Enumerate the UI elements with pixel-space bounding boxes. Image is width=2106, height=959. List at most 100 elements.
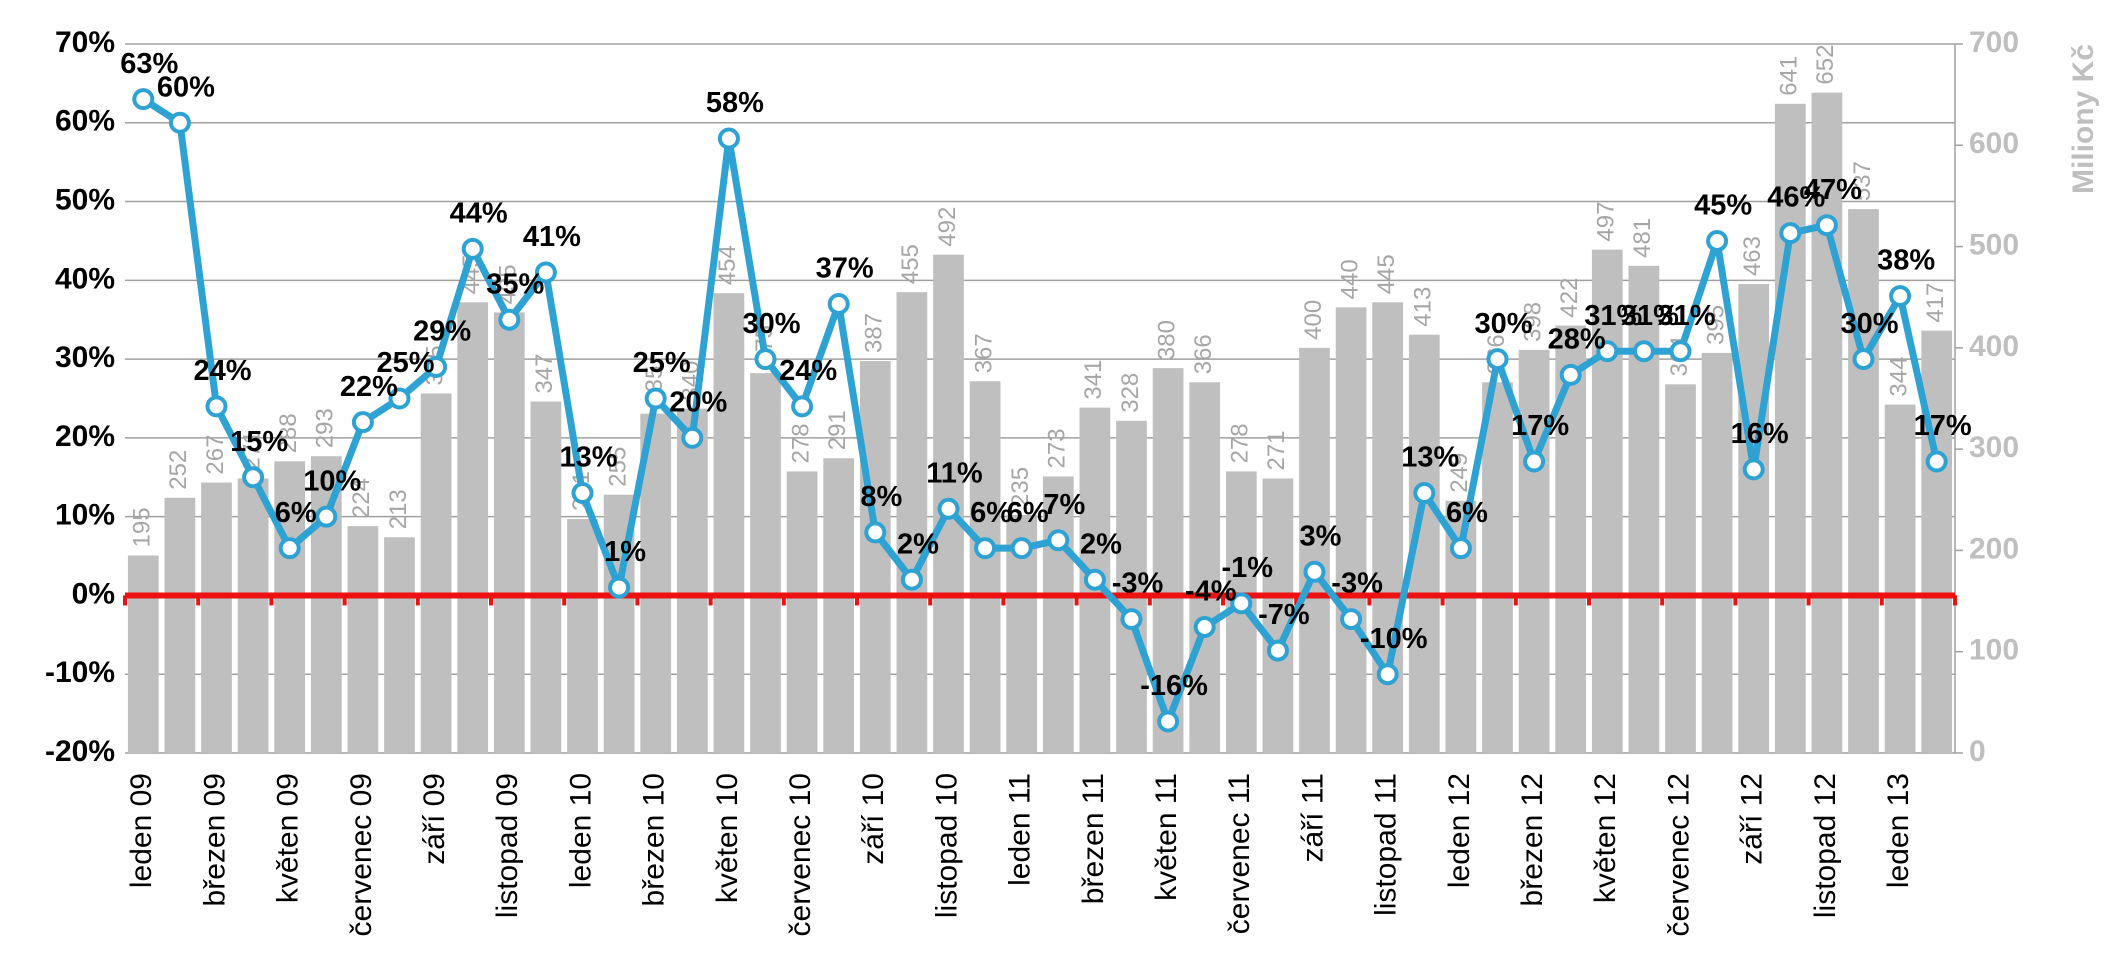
line-value-label: 47% bbox=[1804, 174, 1862, 206]
x-tick-label: červenec 09 bbox=[345, 773, 378, 936]
bar-value-label: 293 bbox=[312, 408, 339, 448]
line-value-label: 63% bbox=[120, 48, 178, 80]
line-value-label: 31% bbox=[1621, 300, 1679, 332]
line-marker bbox=[315, 505, 338, 528]
line-value-label: 24% bbox=[779, 355, 837, 387]
line-marker bbox=[1303, 560, 1326, 583]
x-tick-label: listopad 10 bbox=[930, 773, 963, 918]
x-tick-label: březen 11 bbox=[1077, 773, 1110, 904]
line-marker bbox=[1523, 450, 1546, 473]
y2-tick-label: 600 bbox=[1969, 127, 2019, 160]
line-marker bbox=[278, 537, 301, 560]
x-tick-label: březen 12 bbox=[1516, 773, 1549, 906]
line-marker bbox=[1815, 214, 1838, 237]
bar-value-label: 344 bbox=[1885, 357, 1912, 397]
x-tick-label: březen 09 bbox=[198, 773, 231, 906]
bar-value-label: 235 bbox=[1007, 467, 1034, 507]
x-tick-label: květen 09 bbox=[272, 773, 305, 903]
bar bbox=[384, 537, 415, 753]
bar bbox=[420, 393, 452, 753]
bar bbox=[859, 361, 891, 753]
bar bbox=[530, 401, 562, 753]
bar-value-label: 328 bbox=[1117, 373, 1144, 413]
bar bbox=[457, 302, 489, 753]
line-marker bbox=[791, 395, 814, 418]
line-marker bbox=[571, 482, 594, 505]
line-value-label: 13% bbox=[1401, 442, 1459, 474]
y2-tick-label: 400 bbox=[1969, 330, 2019, 363]
line-value-label: 22% bbox=[340, 371, 398, 403]
bar-value-label: 492 bbox=[934, 207, 961, 247]
x-tick-label: leden 09 bbox=[125, 773, 158, 888]
bar bbox=[1189, 382, 1221, 753]
line-marker bbox=[205, 395, 228, 418]
bar bbox=[567, 519, 598, 753]
line-marker bbox=[168, 111, 191, 134]
line-value-label: 6% bbox=[1007, 497, 1049, 529]
line-marker bbox=[1889, 285, 1912, 308]
bar-value-label: 288 bbox=[275, 413, 302, 453]
bar-value-label: 278 bbox=[1227, 423, 1254, 463]
line-marker bbox=[388, 387, 411, 410]
x-tick-label: červenec 10 bbox=[784, 773, 817, 936]
line-value-label: -4% bbox=[1185, 576, 1237, 608]
x-tick-label: září 11 bbox=[1296, 773, 1329, 863]
line-marker bbox=[132, 88, 155, 111]
line-marker bbox=[1083, 568, 1106, 591]
line-marker bbox=[1157, 710, 1180, 733]
y2-tick-label: 700 bbox=[1969, 26, 2019, 59]
bar-value-label: 255 bbox=[604, 447, 631, 487]
y-tick-label: 40% bbox=[55, 262, 115, 295]
bar bbox=[274, 461, 306, 753]
line-marker bbox=[974, 537, 997, 560]
bar bbox=[493, 312, 525, 753]
x-tick-label: březen 10 bbox=[638, 773, 671, 906]
x-tick-label: leden 12 bbox=[1443, 773, 1476, 888]
line-value-label: -10% bbox=[1360, 623, 1428, 655]
bar-value-label: 291 bbox=[824, 410, 851, 450]
y-tick-label: -20% bbox=[45, 735, 115, 768]
bar bbox=[1518, 349, 1550, 753]
bar bbox=[676, 408, 708, 753]
line-marker bbox=[425, 355, 448, 378]
line-marker bbox=[1925, 450, 1948, 473]
line-marker bbox=[461, 237, 484, 260]
bar-value-label: 195 bbox=[129, 507, 156, 547]
bar bbox=[1116, 420, 1147, 753]
bar bbox=[1701, 352, 1733, 753]
x-tick-label: červenec 12 bbox=[1662, 773, 1695, 936]
bar-value-label: 366 bbox=[1190, 334, 1217, 374]
line-marker bbox=[1047, 529, 1070, 552]
line-value-label: 10% bbox=[303, 465, 361, 497]
bar bbox=[1628, 265, 1660, 753]
line-value-label: 8% bbox=[860, 481, 902, 513]
bar bbox=[201, 482, 232, 753]
line-marker bbox=[1376, 663, 1399, 686]
y-tick-label: 0% bbox=[72, 577, 115, 610]
line-value-label: 15% bbox=[230, 426, 288, 458]
bar-value-label: 267 bbox=[202, 435, 229, 475]
line-marker bbox=[1266, 639, 1289, 662]
line-value-label: 31% bbox=[1584, 300, 1642, 332]
x-tick-label: květen 12 bbox=[1589, 773, 1622, 903]
line-marker bbox=[1779, 222, 1802, 245]
y-tick-label: 30% bbox=[55, 341, 115, 374]
bar bbox=[823, 458, 855, 753]
line-value-label: 28% bbox=[1548, 324, 1606, 356]
bar-value-label: 463 bbox=[1739, 236, 1766, 276]
line-value-label: 7% bbox=[1043, 489, 1085, 521]
line-marker bbox=[900, 568, 923, 591]
bar-value-label: 347 bbox=[531, 353, 558, 393]
line-marker bbox=[608, 576, 631, 599]
bar-value-label: 454 bbox=[714, 245, 741, 285]
line-value-label: 6% bbox=[970, 497, 1012, 529]
line-value-label: 20% bbox=[669, 387, 727, 419]
x-tick-label: leden 11 bbox=[1004, 773, 1037, 886]
line-value-label: 2% bbox=[1080, 528, 1122, 560]
line-marker bbox=[644, 387, 667, 410]
bar-value-label: 341 bbox=[1080, 360, 1107, 400]
y-tick-label: 60% bbox=[55, 105, 115, 138]
line-marker bbox=[1559, 363, 1582, 386]
line-marker bbox=[1632, 340, 1655, 363]
bar-value-label: 213 bbox=[385, 489, 412, 529]
